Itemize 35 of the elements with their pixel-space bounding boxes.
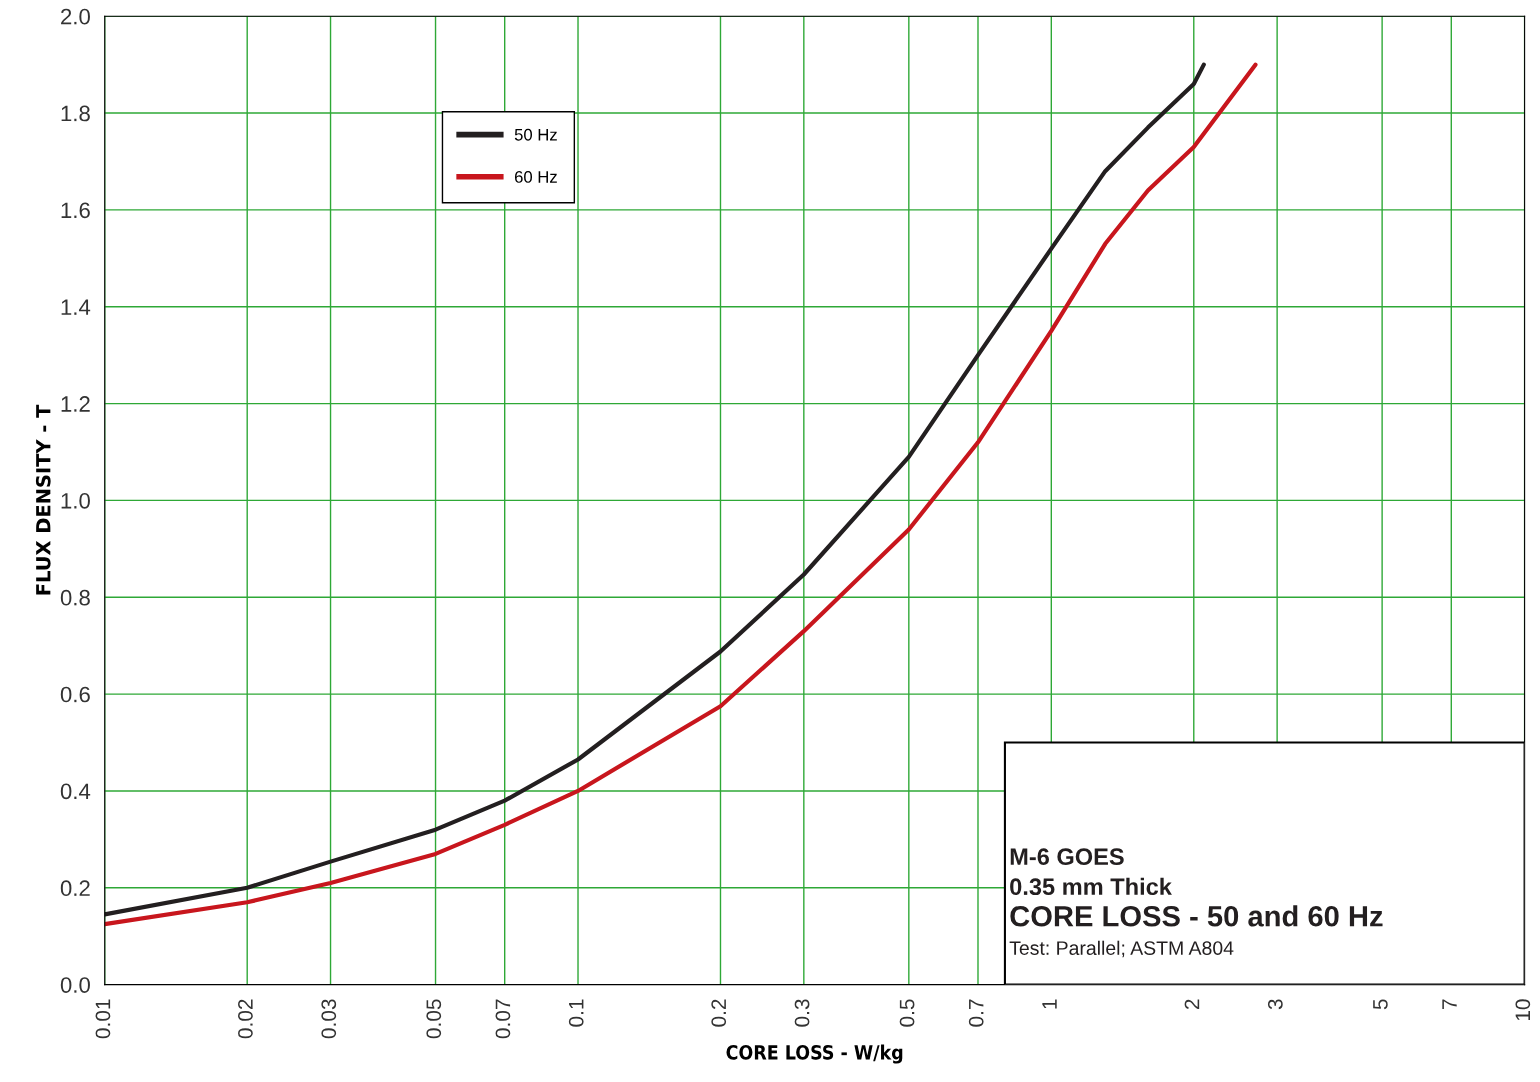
- x-tick-label: 7: [1442, 999, 1457, 1010]
- x-tick-label: 0.02: [238, 999, 253, 1039]
- y-axis-title: FLUX DENSITY - T: [35, 404, 51, 595]
- x-tick-label: 1: [1042, 999, 1057, 1009]
- y-tick-label: 1.2: [61, 396, 90, 412]
- annotation: M-6 GOES: [1010, 848, 1124, 866]
- y-tick-label: 1.8: [61, 105, 90, 122]
- x-tick-label: 0.2: [711, 999, 727, 1027]
- y-tick-label: 0.0: [60, 977, 90, 993]
- y-tick-label: 1.6: [61, 202, 90, 219]
- x-axis-title: CORE LOSS - W/kg: [726, 1044, 903, 1064]
- y-tick-label: 0.4: [60, 783, 91, 800]
- legend-label: 50 Hz: [514, 128, 557, 141]
- y-tick-label: 0.8: [60, 589, 90, 606]
- x-tick-label: 0.7: [968, 999, 984, 1027]
- annotation: Test: Parallel; ASTM A804: [1009, 940, 1234, 958]
- y-tick-label: 1.0: [61, 492, 90, 509]
- y-tick-label: 1.4: [61, 299, 91, 315]
- x-tick-label: 0.3: [794, 999, 810, 1027]
- legend-label: 60 Hz: [514, 171, 557, 183]
- x-tick-label: 10: [1515, 999, 1531, 1021]
- y-tick-label: 2.0: [61, 8, 90, 25]
- x-tick-label: 0.1: [568, 999, 584, 1027]
- annotation: 0.35 mm Thick: [1010, 877, 1172, 896]
- x-tick-label: 0.01: [95, 999, 111, 1039]
- annotation: CORE LOSS - 50 and 60 Hz: [1010, 905, 1383, 927]
- x-tick-label: 0.05: [426, 999, 442, 1039]
- y-tick-label: 0.6: [60, 686, 90, 703]
- x-tick-label: 0.5: [899, 999, 915, 1027]
- x-tick-label: 5: [1373, 999, 1388, 1010]
- y-tick-label: 0.2: [60, 880, 90, 897]
- x-tick-label: 3: [1267, 999, 1283, 1010]
- x-tick-label: 2: [1184, 999, 1200, 1010]
- x-tick-label: 0.07: [495, 999, 511, 1039]
- x-tick-label: 0.03: [321, 999, 337, 1039]
